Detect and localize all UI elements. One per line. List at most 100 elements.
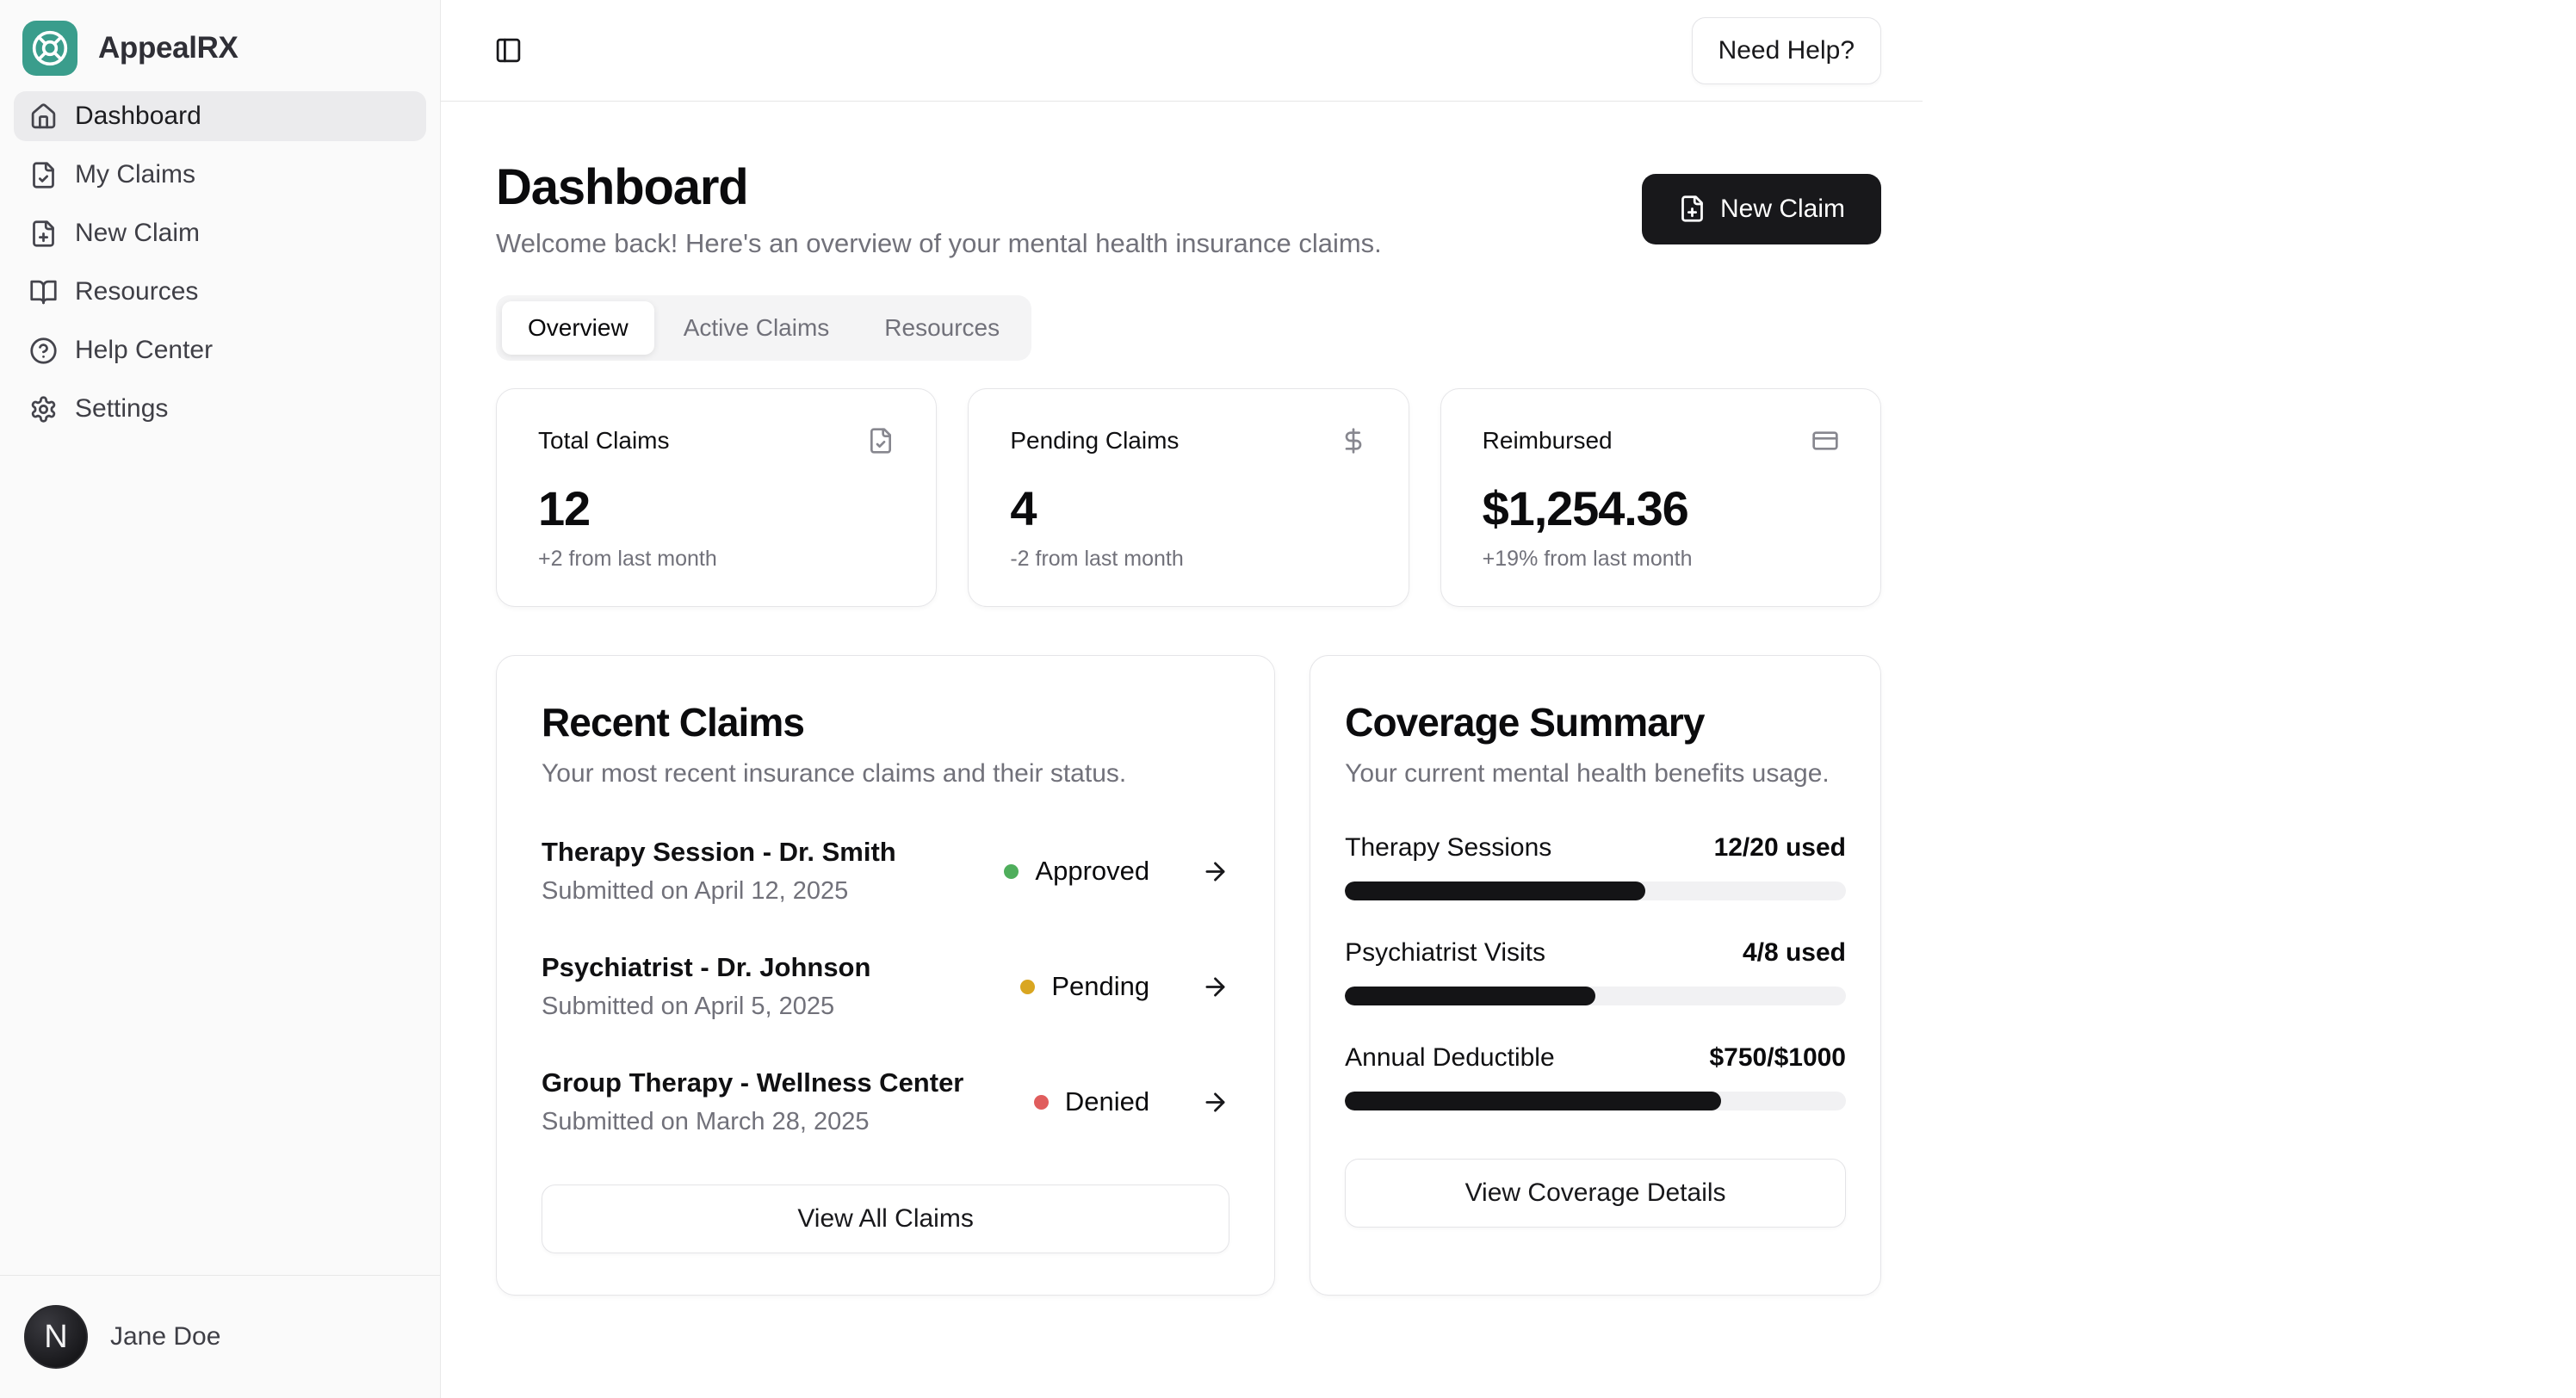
progress-bar: [1345, 1092, 1846, 1110]
stat-card-pending-claims: Pending Claims 4 -2 from last month: [968, 388, 1409, 607]
progress-fill: [1345, 881, 1646, 900]
view-coverage-details-button[interactable]: View Coverage Details: [1345, 1159, 1846, 1228]
sidebar-item-settings[interactable]: Settings: [14, 384, 426, 434]
benefit-row: Psychiatrist Visits 4/8 used: [1345, 938, 1846, 1005]
stat-value: 4: [1010, 481, 1037, 535]
sidebar-item-new-claim[interactable]: New Claim: [14, 208, 426, 258]
benefit-usage: 12/20 used: [1713, 833, 1846, 862]
main-area: Need Help? Dashboard Welcome back! Here'…: [441, 0, 1923, 1398]
sidebar-item-my-claims[interactable]: My Claims: [14, 150, 426, 200]
benefit-row: Therapy Sessions 12/20 used: [1345, 833, 1846, 900]
claim-row[interactable]: Therapy Session - Dr. Smith Submitted on…: [542, 837, 1229, 906]
arrow-right-icon[interactable]: [1201, 973, 1229, 1001]
sidebar: AppealRX Dashboard My Claims: [0, 0, 441, 1398]
claims-list: Therapy Session - Dr. Smith Submitted on…: [542, 837, 1229, 1136]
page-subtitle: Welcome back! Here's an overview of your…: [496, 228, 1382, 258]
dollar-sign-icon: [1345, 428, 1361, 454]
view-all-claims-button[interactable]: View All Claims: [542, 1185, 1230, 1253]
claim-status: Pending: [1020, 971, 1229, 1002]
status-label: Denied: [1064, 1086, 1150, 1117]
sidebar-item-label: Resources: [75, 277, 199, 306]
status-dot: [1033, 1094, 1049, 1110]
progress-fill: [1345, 1092, 1721, 1110]
benefit-label: Annual Deductible: [1345, 1043, 1555, 1072]
recent-claims-card: Recent Claims Your most recent insurance…: [496, 655, 1276, 1296]
status-dot: [1020, 979, 1036, 994]
sidebar-item-label: New Claim: [75, 219, 201, 247]
file-check-icon: [33, 161, 54, 189]
tab-resources[interactable]: Resources: [884, 314, 1000, 341]
coverage-title: Coverage Summary: [1345, 700, 1705, 745]
home-icon: [31, 102, 56, 128]
claim-row[interactable]: Group Therapy - Wellness Center Submitte…: [542, 1067, 1229, 1136]
benefit-label: Therapy Sessions: [1345, 833, 1552, 862]
stat-title: Pending Claims: [1010, 427, 1180, 454]
book-open-icon: [30, 280, 57, 304]
progress-bar: [1345, 881, 1846, 900]
sidebar-toggle-button[interactable]: [494, 36, 523, 65]
tab-overview[interactable]: Overview: [502, 301, 654, 355]
status-label: Pending: [1051, 971, 1150, 1001]
stat-value: $1,254.36: [1482, 481, 1689, 535]
sidebar-user[interactable]: N Jane Doe: [0, 1275, 440, 1398]
tab-bar: Overview Active Claims Resources: [496, 295, 1032, 361]
claim-status: Denied: [1033, 1086, 1229, 1117]
benefit-label: Psychiatrist Visits: [1345, 938, 1545, 967]
lifebuoy-icon: [32, 30, 68, 66]
coverage-summary-card: Coverage Summary Your current mental hea…: [1310, 655, 1881, 1296]
sidebar-item-help-center[interactable]: Help Center: [14, 325, 426, 375]
progress-bar: [1345, 987, 1846, 1005]
benefit-usage: $750/$1000: [1709, 1043, 1847, 1072]
need-help-button[interactable]: Need Help?: [1691, 16, 1881, 84]
stat-value: 12: [538, 481, 591, 535]
stat-card-total-claims: Total Claims 12 +2 from last month: [496, 388, 938, 607]
page-header: Dashboard Welcome back! Here's an overvi…: [496, 158, 1881, 259]
new-claim-button[interactable]: New Claim: [1641, 173, 1881, 244]
recent-claims-subtitle: Your most recent insurance claims and th…: [542, 759, 1127, 788]
sidebar-item-dashboard[interactable]: Dashboard: [14, 91, 426, 141]
sidebar-nav: Dashboard My Claims New Claim: [0, 88, 440, 437]
arrow-right-icon[interactable]: [1201, 857, 1229, 886]
recent-claims-title: Recent Claims: [542, 700, 805, 745]
benefit-row: Annual Deductible $750/$1000: [1345, 1043, 1846, 1110]
brand-name: AppealRX: [98, 31, 238, 65]
claim-status: Approved: [1004, 856, 1229, 887]
sidebar-item-label: Dashboard: [75, 102, 201, 130]
gear-icon: [31, 395, 56, 423]
status-label: Approved: [1035, 856, 1150, 886]
benefits-list: Therapy Sessions 12/20 used Psychiatrist…: [1345, 833, 1846, 1110]
avatar: N: [24, 1305, 88, 1369]
file-check-icon: [870, 428, 892, 454]
claim-title: Group Therapy - Wellness Center: [542, 1067, 964, 1098]
stat-cards: Total Claims 12 +2 from last month Pendi…: [496, 388, 1881, 607]
stat-caption: +19% from last month: [1482, 547, 1693, 571]
file-plus-icon: [33, 220, 54, 247]
app-logo: [22, 21, 77, 76]
page-title: Dashboard: [496, 159, 749, 215]
app-window: AppealRX Dashboard My Claims: [0, 0, 1923, 1398]
claim-date: Submitted on April 5, 2025: [542, 993, 835, 1020]
page-heading-group: Dashboard Welcome back! Here's an overvi…: [496, 158, 1382, 259]
sidebar-item-label: Help Center: [75, 336, 214, 364]
panel-left-icon: [496, 38, 521, 63]
claim-title: Therapy Session - Dr. Smith: [542, 837, 896, 867]
page-content: Dashboard Welcome back! Here's an overvi…: [441, 102, 1923, 1296]
claim-date: Submitted on April 12, 2025: [542, 877, 849, 905]
user-name: Jane Doe: [110, 1322, 221, 1351]
progress-fill: [1345, 987, 1596, 1005]
sidebar-item-label: My Claims: [75, 160, 195, 189]
stat-title: Reimbursed: [1482, 427, 1613, 454]
sidebar-item-resources[interactable]: Resources: [14, 267, 426, 317]
sidebar-item-label: Settings: [75, 394, 169, 423]
claim-date: Submitted on March 28, 2025: [542, 1108, 870, 1135]
claim-row[interactable]: Psychiatrist - Dr. Johnson Submitted on …: [542, 952, 1229, 1021]
brand: AppealRX: [0, 0, 440, 88]
coverage-subtitle: Your current mental health benefits usag…: [1345, 759, 1830, 788]
stat-title: Total Claims: [538, 427, 670, 454]
stat-card-reimbursed: Reimbursed $1,254.36 +19% from last mont…: [1440, 388, 1881, 607]
stat-caption: -2 from last month: [1010, 547, 1184, 571]
arrow-right-icon[interactable]: [1201, 1088, 1229, 1117]
tab-active-claims[interactable]: Active Claims: [683, 314, 830, 341]
file-plus-icon: [1681, 195, 1703, 222]
credit-card-icon: [1812, 431, 1838, 450]
